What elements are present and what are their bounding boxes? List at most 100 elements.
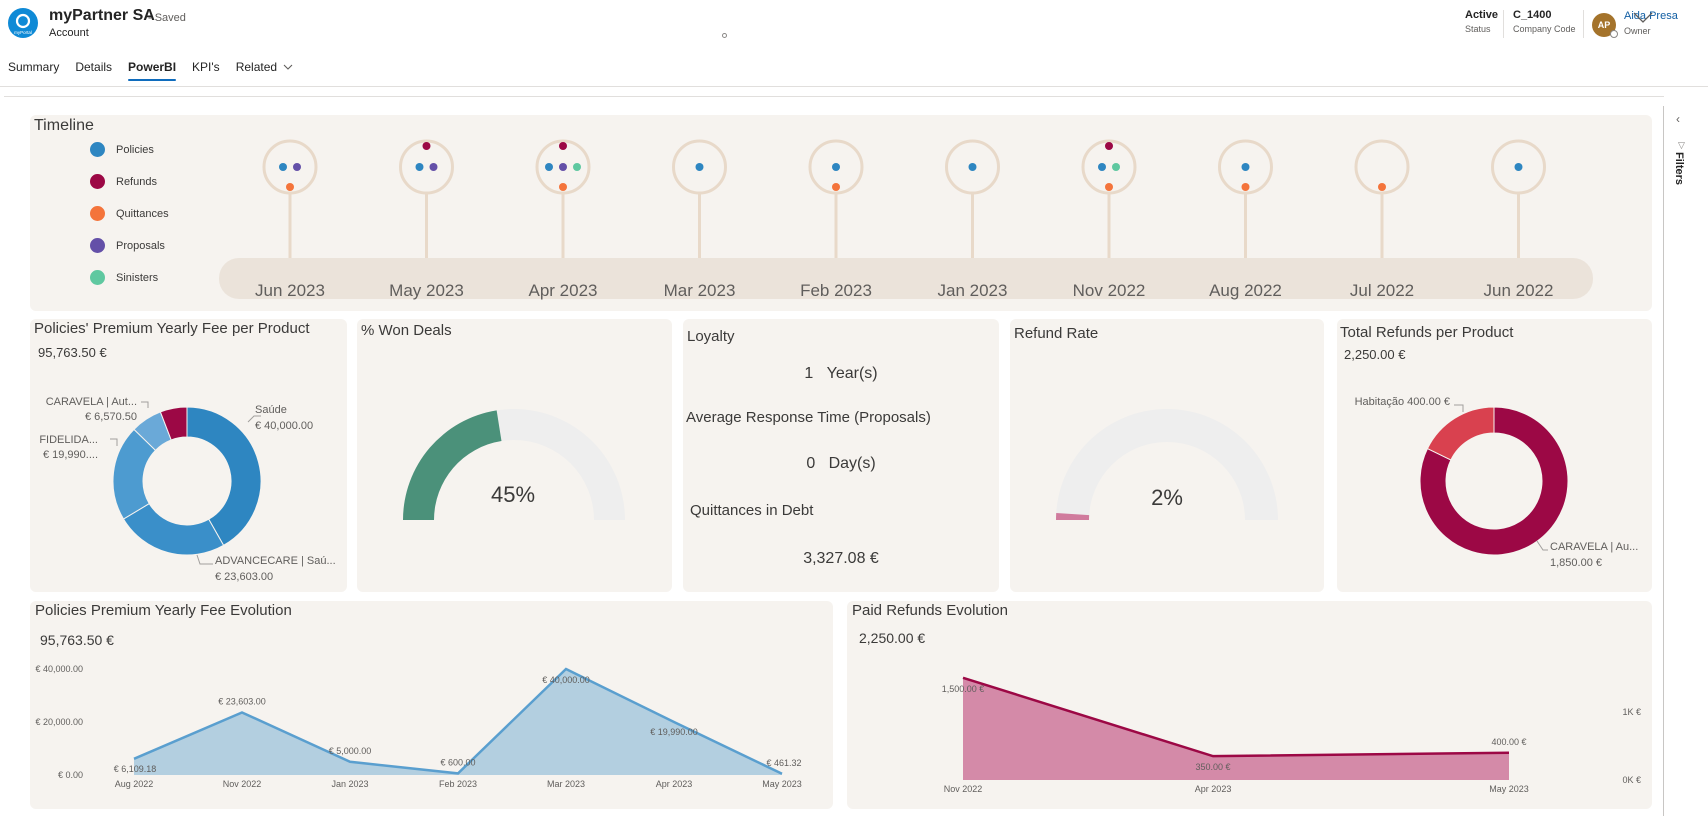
filters-label[interactable]: Filters — [1673, 152, 1685, 186]
event-dot-quittances[interactable] — [559, 183, 567, 191]
legend-label: Refunds — [116, 175, 157, 188]
refunds-evolution-tile[interactable]: Paid Refunds Evolution 2,250.00 € 1,500.… — [847, 601, 1652, 809]
refunds-per-product-tile[interactable]: Total Refunds per Product 2,250.00 € Hab… — [1337, 319, 1652, 592]
timeline-node[interactable] — [808, 139, 864, 258]
timeline-month-label[interactable]: May 2023 — [389, 281, 464, 300]
timeline-node[interactable] — [1354, 139, 1410, 258]
legend-item-sinisters[interactable]: Sinisters — [90, 270, 158, 285]
event-dot-proposals[interactable] — [429, 163, 438, 171]
refund-rate-gauge[interactable] — [1010, 319, 1324, 592]
owner-link[interactable]: Aida Presa — [1624, 10, 1678, 22]
timeline-node[interactable] — [1081, 139, 1137, 258]
tab-summary[interactable]: Summary — [0, 53, 67, 81]
refund-rate-tile[interactable]: Refund Rate 2% — [1010, 319, 1324, 592]
event-dot-refunds[interactable] — [422, 142, 431, 150]
timeline-month-label[interactable]: Jun 2022 — [1483, 281, 1554, 300]
premium-donut-slice[interactable] — [159, 406, 188, 441]
timeline-node[interactable] — [399, 139, 454, 258]
avatar[interactable]: AP — [1592, 13, 1616, 37]
premium-donut-chart[interactable]: Saúde € 40,000.00 ADVANCECARE | Saú... € 23… — [30, 319, 347, 592]
premium-evolution-point[interactable] — [559, 662, 573, 676]
event-dot-quittances[interactable] — [832, 183, 840, 191]
timeline-node[interactable] — [535, 139, 591, 258]
timeline-month-label[interactable]: Aug 2022 — [1209, 281, 1282, 300]
refunds-evolution-chart[interactable]: 1,500.00 € Nov 2022 350.00 € Apr 2023 400.00… — [847, 601, 1652, 809]
legend-dot-icon — [90, 238, 105, 253]
refund-rate-gauge-fill[interactable] — [1056, 513, 1090, 520]
event-dot-quittances[interactable] — [286, 183, 294, 191]
tab-powerbi[interactable]: PowerBI — [120, 53, 184, 81]
timeline-month-label[interactable]: Jan 2023 — [937, 281, 1008, 300]
timeline-month-label[interactable]: Nov 2022 — [1072, 281, 1146, 300]
event-dot-policies[interactable] — [968, 163, 977, 171]
timeline-node[interactable] — [1218, 139, 1273, 258]
timeline-chart[interactable] — [30, 115, 1652, 311]
event-dot-policies[interactable] — [832, 163, 840, 171]
tab-related[interactable]: Related — [228, 53, 301, 81]
premium-evolution-chart[interactable]: € 6,109.18 Aug 2022 € 23,603.00 Nov 2022 € 5… — [30, 601, 833, 809]
premium-evolution-point[interactable] — [235, 705, 249, 719]
premium-per-product-tile[interactable]: Policies' Premium Yearly Fee per Product… — [30, 319, 347, 592]
response-days-unit: Day(s) — [828, 455, 876, 472]
event-dot-policies[interactable] — [279, 163, 287, 171]
event-dot-policies[interactable] — [415, 163, 424, 171]
premium-donut-slice[interactable] — [122, 502, 225, 556]
premium-evolution-line[interactable] — [133, 667, 783, 775]
company-code-field: C_1400 Company Code — [1513, 9, 1576, 34]
event-dot-policies[interactable] — [1514, 163, 1523, 171]
timeline-node[interactable] — [672, 139, 727, 258]
leader-line — [1536, 540, 1548, 551]
timeline-tile[interactable]: Timeline Policies Refunds Quittances Propos… — [30, 115, 1652, 311]
won-deals-tile[interactable]: % Won Deals 45% — [357, 319, 672, 592]
legend-item-quittances[interactable]: Quittances — [90, 206, 169, 221]
event-dot-policies[interactable] — [545, 163, 553, 171]
label-caravela-value: € 6,570.50 — [85, 411, 137, 423]
splitter-handle-icon[interactable] — [722, 33, 727, 38]
timeline-title: Timeline — [34, 117, 94, 134]
event-dot-proposals[interactable] — [293, 163, 301, 171]
event-dot-refunds[interactable] — [559, 142, 567, 150]
refunds-evolution-point[interactable] — [1502, 746, 1516, 760]
event-dot-sinisters[interactable] — [1112, 163, 1120, 171]
event-dot-sinisters[interactable] — [573, 163, 581, 171]
refunds-evolution-line[interactable] — [962, 676, 1510, 758]
filters-pane[interactable]: ‹ ▽ Filters — [1663, 106, 1708, 816]
refunds-donut-slice[interactable] — [1419, 406, 1569, 556]
collapse-chevron-icon[interactable]: ‹ — [1676, 112, 1680, 126]
refunds-evolution-point[interactable] — [956, 671, 970, 685]
timeline-node[interactable] — [262, 139, 318, 258]
event-dot-quittances[interactable] — [1105, 183, 1113, 191]
timeline-node[interactable] — [945, 139, 1000, 258]
timeline-month-label[interactable]: Mar 2023 — [663, 281, 736, 300]
loyalty-tile[interactable]: Loyalty 1 Year(s) Average Response Time … — [683, 319, 999, 592]
timeline-month-label[interactable]: Apr 2023 — [528, 281, 598, 300]
tab-details[interactable]: Details — [67, 53, 120, 81]
premium-evolution-point[interactable] — [343, 755, 357, 769]
timeline-month-label[interactable]: Jun 2023 — [255, 281, 325, 300]
tab-kpis[interactable]: KPI's — [184, 53, 228, 81]
won-deals-gauge[interactable] — [357, 319, 672, 592]
premium-donut-slice[interactable] — [186, 406, 262, 547]
status-field: Active Status — [1465, 9, 1498, 34]
event-dot-quittances[interactable] — [1241, 183, 1250, 191]
response-time-title: Average Response Time (Proposals) — [686, 409, 931, 426]
refunds-donut-chart[interactable]: Habitação 400.00 € CARAVELA | Au... 1,850.… — [1337, 319, 1652, 592]
chevron-down-icon[interactable] — [1630, 4, 1708, 38]
event-dot-policies[interactable] — [695, 163, 704, 171]
timeline-node[interactable] — [1491, 139, 1546, 258]
event-dot-refunds[interactable] — [1105, 142, 1113, 150]
legend-item-proposals[interactable]: Proposals — [90, 238, 165, 253]
event-dot-quittances[interactable] — [1378, 183, 1386, 191]
refunds-donut-slice[interactable] — [1426, 406, 1495, 461]
legend-item-policies[interactable]: Policies — [90, 142, 154, 157]
legend-item-refunds[interactable]: Refunds — [90, 174, 157, 189]
premium-evolution-tile[interactable]: Policies Premium Yearly Fee Evolution 95… — [30, 601, 833, 809]
timeline-month-label[interactable]: Jul 2022 — [1349, 281, 1415, 300]
won-deals-gauge-fill[interactable] — [403, 410, 502, 520]
event-dot-policies[interactable] — [1241, 163, 1250, 171]
timeline-month-label[interactable]: Feb 2023 — [800, 281, 872, 300]
event-dot-proposals[interactable] — [559, 163, 567, 171]
label-saude-name: Saúde — [255, 404, 287, 416]
event-dot-policies[interactable] — [1098, 163, 1106, 171]
refunds-evolution-point[interactable] — [1206, 749, 1220, 763]
